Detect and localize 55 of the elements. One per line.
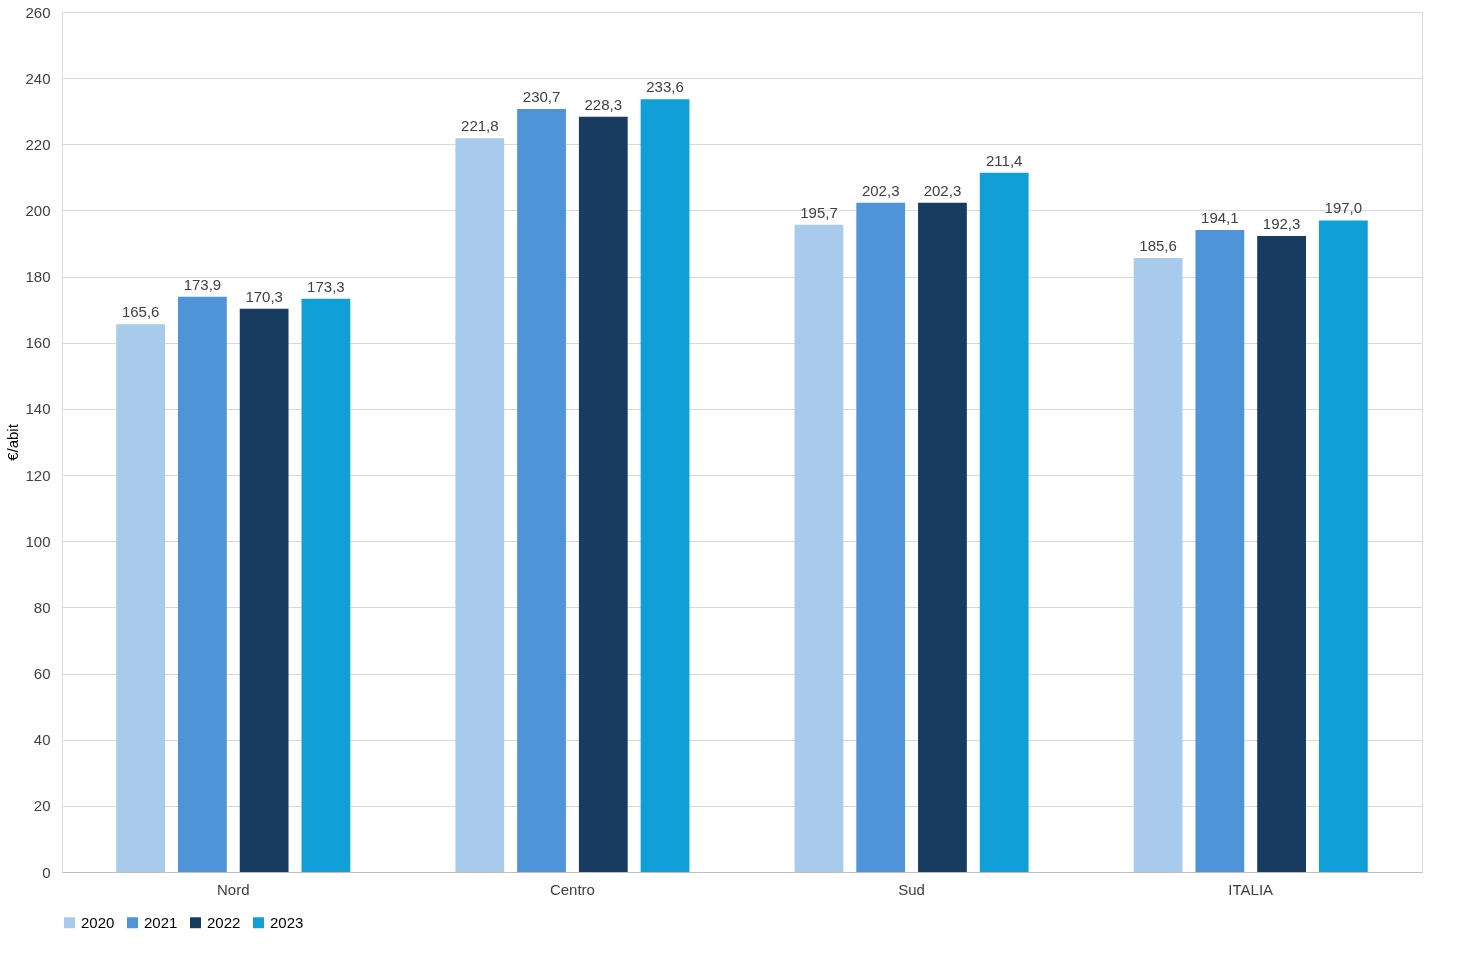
bar: [455, 138, 505, 872]
bar: [578, 116, 628, 872]
data-label: 170,3: [245, 287, 283, 305]
legend-label: 2022: [207, 913, 241, 931]
bar: [1318, 220, 1368, 872]
data-label: 221,8: [461, 117, 499, 135]
data-label: 228,3: [584, 95, 623, 113]
x-tick-label: Nord: [217, 880, 250, 898]
bar: [1195, 229, 1245, 872]
legend-label: 2021: [144, 913, 178, 931]
data-label: 197,0: [1324, 199, 1363, 217]
bar: [918, 202, 967, 872]
y-tick-label: 240: [25, 69, 51, 87]
y-axis-title: €/abit: [4, 423, 22, 461]
bar: [794, 224, 844, 872]
data-label: 173,3: [307, 277, 345, 295]
y-tick-label: 160: [25, 334, 51, 352]
data-label: 233,6: [646, 78, 684, 96]
legend-label: 2023: [270, 913, 304, 931]
data-label: 165,6: [121, 303, 160, 321]
y-tick-label: 0: [42, 863, 51, 881]
y-tick-label: 260: [25, 3, 51, 21]
data-label: 185,6: [1139, 237, 1177, 255]
x-tick-label: Sud: [898, 880, 925, 898]
data-label: 230,7: [522, 87, 561, 105]
data-label: 195,7: [800, 203, 838, 221]
y-tick-label: 40: [33, 731, 51, 749]
bar: [239, 308, 289, 872]
x-tick-label: ITALIA: [1228, 880, 1274, 898]
bar: [979, 172, 1029, 872]
bar: [640, 99, 690, 872]
data-label: 202,3: [861, 181, 900, 199]
legend-label: 2020: [81, 913, 115, 931]
y-tick-label: 180: [25, 268, 51, 286]
x-tick-label: Centro: [549, 880, 595, 898]
y-tick-label: 100: [25, 532, 51, 550]
y-tick-label: 80: [33, 598, 51, 616]
data-label: 192,3: [1262, 214, 1301, 232]
bar: [178, 296, 227, 872]
bar: [856, 202, 906, 872]
data-label: 211,4: [985, 151, 1023, 169]
y-tick-label: 140: [25, 400, 51, 418]
data-label: 194,1: [1201, 208, 1239, 226]
bar: [1133, 258, 1183, 872]
bar: [301, 298, 351, 872]
y-tick-label: 60: [33, 665, 51, 683]
bar: [517, 108, 566, 872]
bar: [116, 324, 166, 872]
data-label: 173,9: [183, 275, 222, 293]
bar: [1257, 235, 1306, 872]
y-tick-label: 20: [33, 797, 51, 815]
data-label: 202,3: [923, 181, 962, 199]
y-tick-label: 220: [25, 135, 51, 153]
y-tick-label: 200: [25, 201, 51, 219]
y-tick-label: 120: [25, 466, 51, 484]
